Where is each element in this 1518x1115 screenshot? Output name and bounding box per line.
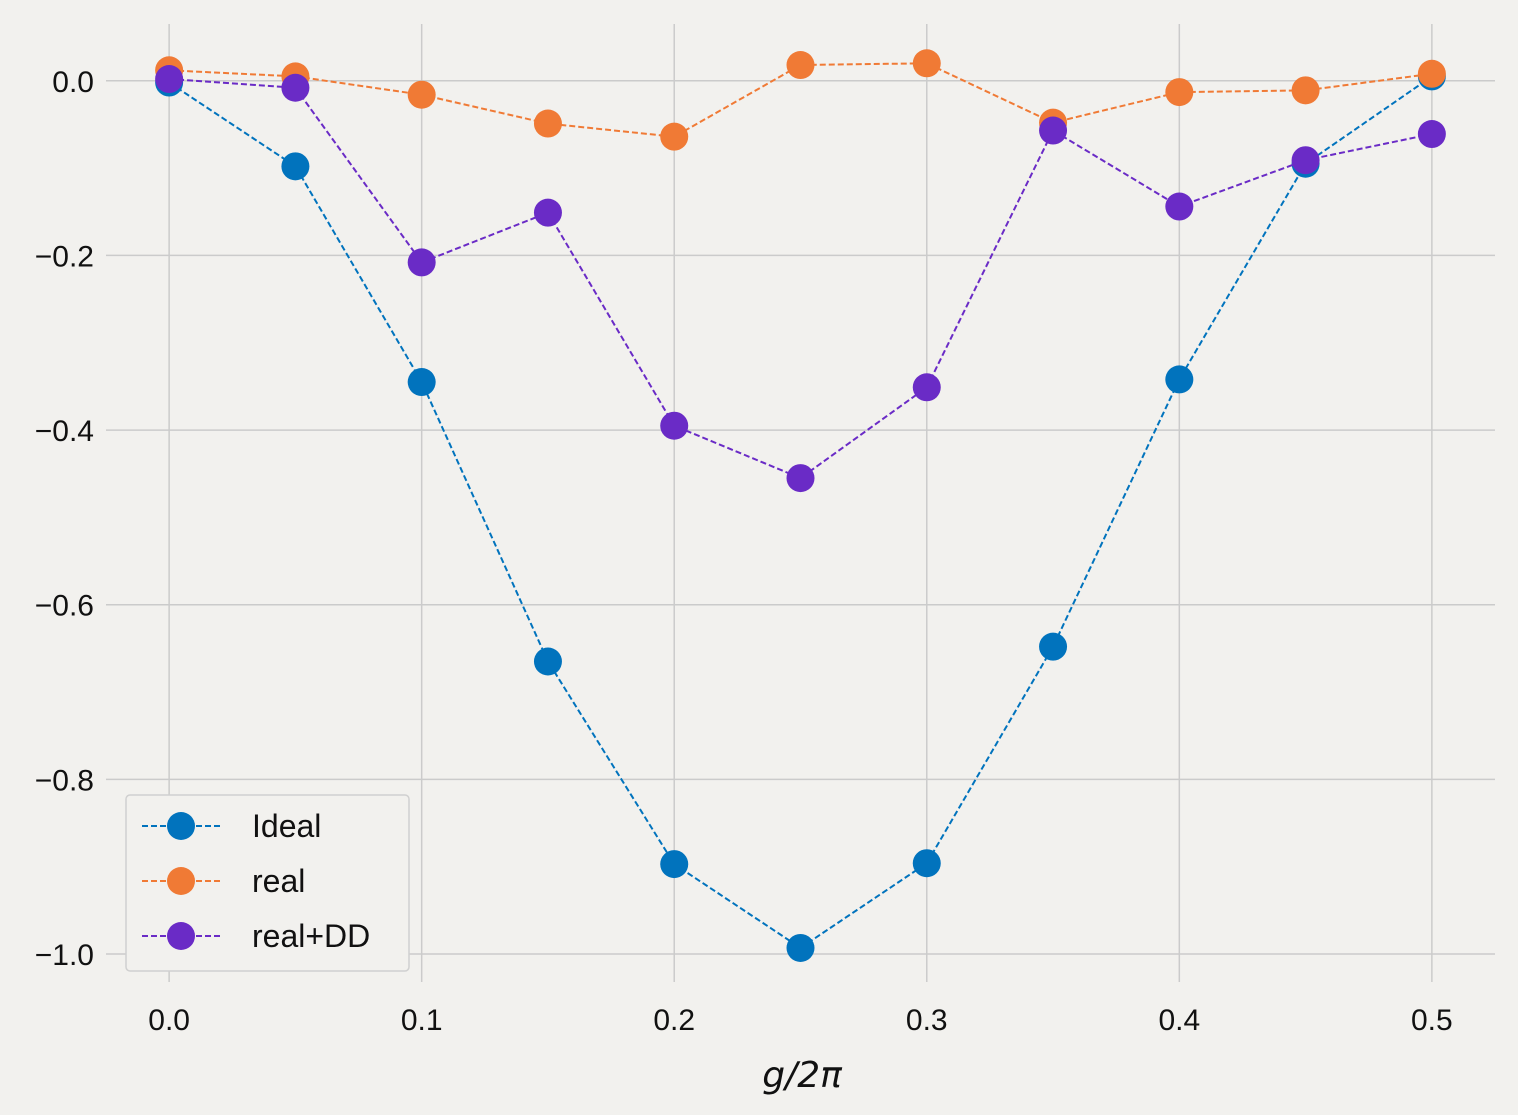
series-real-dd [155,65,1446,493]
series-layer [155,49,1446,962]
data-point [1165,365,1194,394]
data-point [407,80,436,109]
data-point [1039,116,1068,145]
series-line [169,62,1433,138]
data-point [1039,632,1068,661]
x-tick-label: 0.1 [401,1004,443,1037]
y-tick-label: 0.0 [52,66,94,99]
data-point [1165,78,1194,107]
y-axis-ticks: 0.0 −0.2 −0.4 −0.6 −0.8 −1.0 [35,66,94,972]
data-point [281,152,310,181]
data-point [660,122,689,151]
y-tick-label: −1.0 [35,939,94,972]
legend-label: real+DD [252,918,370,954]
x-axis-ticks: 0.0 0.1 0.2 0.3 0.4 0.5 [148,1004,1452,1037]
series-real [155,49,1446,151]
legend-marker [167,812,195,840]
data-point [1165,192,1194,221]
legend-box [125,794,410,972]
data-point [407,368,436,397]
y-tick-label: −0.6 [35,590,94,623]
legend-entry: Ideal [142,808,321,844]
legend-label: Ideal [252,808,321,844]
series-line [169,78,1433,480]
data-point [1417,120,1446,149]
data-point [786,51,815,80]
data-point [1417,59,1446,88]
data-point [786,933,815,962]
data-point [533,198,562,227]
data-point [912,849,941,878]
x-tick-label: 0.2 [653,1004,695,1037]
x-tick-label: 0.4 [1158,1004,1200,1037]
data-point [1291,76,1320,105]
data-point [155,65,184,94]
data-point [786,464,815,493]
data-point [1291,146,1320,175]
data-point [660,850,689,879]
data-point [912,373,941,402]
x-axis-label: g/2π [762,1055,843,1096]
data-point [281,73,310,102]
data-point [533,647,562,676]
x-tick-label: 0.0 [148,1004,190,1037]
data-point [533,109,562,138]
legend-marker [167,867,195,895]
y-tick-label: −0.4 [35,415,94,448]
x-tick-label: 0.3 [906,1004,948,1037]
y-tick-label: −0.8 [35,764,94,797]
legend-marker [167,922,195,950]
legend-entry: real+DD [142,918,370,954]
legend: Ideal real real+DD [125,794,410,972]
legend-label: real [252,863,305,899]
data-point [660,411,689,440]
data-point [912,49,941,78]
y-tick-label: −0.2 [35,240,94,273]
data-point [407,248,436,277]
x-tick-label: 0.5 [1411,1004,1453,1037]
legend-entry: real [142,863,305,899]
